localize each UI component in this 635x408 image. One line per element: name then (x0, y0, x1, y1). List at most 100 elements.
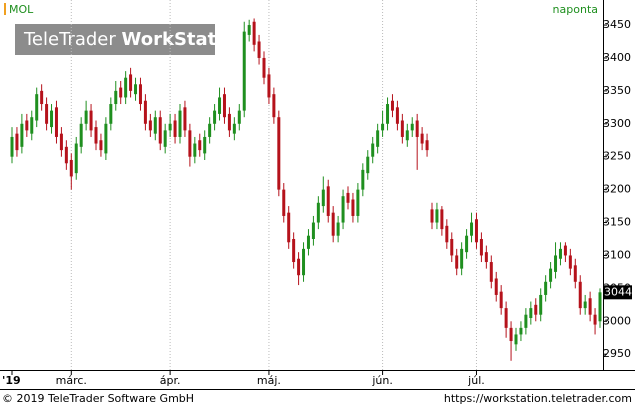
candle-body (465, 235, 469, 253)
candle-body (148, 120, 152, 131)
candle-body (361, 169, 365, 190)
symbol-marker (4, 3, 6, 15)
candle-body (356, 189, 360, 216)
candle-body (376, 130, 380, 147)
candle-body (321, 189, 325, 207)
x-tick-label: máj. (257, 374, 281, 387)
watermark: TeleTrader WorkStation (23, 29, 248, 50)
candle-body (45, 104, 49, 124)
candle-body (445, 225, 449, 243)
candle-body (593, 314, 597, 325)
candle-body (10, 136, 14, 157)
interval: naponta (553, 3, 598, 16)
candle-body (410, 123, 414, 131)
last-price-box (604, 285, 632, 300)
candle-body (514, 334, 518, 345)
candle-body (277, 117, 281, 190)
candle-body (563, 245, 567, 256)
y-tick-label: 3450 (603, 18, 631, 31)
watermark-word: TeleTrader (23, 29, 116, 50)
footer-left: © 2019 TeleTrader Software GmbH (2, 392, 194, 405)
candle-body (430, 209, 434, 223)
y-tick-label: 3300 (603, 117, 631, 130)
candle-body (371, 143, 375, 157)
candle-body (247, 25, 251, 35)
candle-body (15, 133, 19, 151)
candle-body (534, 304, 538, 315)
watermark-word: WorkStation (122, 29, 248, 50)
candle-body (198, 140, 202, 151)
y-tick-label: 3250 (603, 150, 631, 163)
candle-body (578, 281, 582, 309)
candle-body (25, 120, 29, 131)
candle-body (336, 222, 340, 236)
candle-body (193, 143, 197, 157)
candle-body (573, 265, 577, 282)
candle-body (460, 248, 464, 269)
watermark-box (15, 24, 215, 55)
candle-body (74, 143, 78, 174)
y-tick-label: 3000 (603, 314, 631, 327)
candle-body (134, 84, 138, 95)
candle-body (114, 90, 118, 105)
candle-body (549, 268, 553, 282)
y-tick-label: 2950 (603, 347, 631, 360)
candle-body (450, 238, 454, 256)
candle-body (554, 255, 558, 272)
candle-body (366, 156, 370, 174)
x-tick-label: ápr. (160, 374, 181, 387)
candle-body (84, 110, 88, 124)
candle-body (455, 255, 459, 269)
candle-body (242, 31, 246, 111)
candle-body (351, 199, 355, 216)
candle-body (346, 192, 350, 203)
candle-body (158, 117, 162, 144)
candle-body (203, 136, 207, 154)
candle-body (524, 314, 528, 328)
candle-body (143, 100, 147, 124)
candle-body (50, 110, 54, 128)
candle-body (168, 123, 172, 131)
candle-body (470, 222, 474, 236)
candle-body (282, 189, 286, 216)
candle-body (598, 292, 602, 322)
x-tick-label: júl. (467, 374, 485, 387)
candle-body (509, 327, 513, 342)
candle-body (153, 117, 157, 134)
candle-body (267, 74, 271, 98)
candle-body (425, 140, 429, 151)
candle-body (405, 130, 409, 141)
y-tick-label: 3100 (603, 248, 631, 261)
candle-body (262, 57, 266, 78)
candle-body (400, 120, 404, 137)
candle-body (138, 84, 142, 105)
candle-body (94, 127, 98, 144)
candle-body (499, 291, 503, 309)
candle-body (583, 301, 587, 309)
candle-body (544, 281, 548, 295)
candle-body (163, 130, 167, 147)
candle-body (311, 222, 315, 239)
candle-body (35, 94, 39, 121)
candle-body (529, 308, 533, 318)
candle-body (104, 123, 108, 154)
last-price-label: 3044 (604, 285, 632, 298)
candle-body (474, 219, 478, 243)
candle-body (588, 298, 592, 315)
candle-body (539, 294, 543, 315)
candle-body (173, 120, 177, 137)
candle-body (435, 209, 439, 223)
candle-body (208, 123, 212, 137)
candle-body (420, 133, 424, 144)
candle-body (237, 110, 241, 124)
candle-body (183, 107, 187, 131)
y-tick-label: 3150 (603, 216, 631, 229)
candle-body (222, 94, 226, 118)
candle-body (272, 94, 276, 118)
x-tick-label: '19 (2, 374, 21, 387)
candle-body (558, 248, 562, 259)
candle-body (99, 140, 103, 151)
y-tick-label: 3350 (603, 84, 631, 97)
candle-body (386, 104, 390, 124)
